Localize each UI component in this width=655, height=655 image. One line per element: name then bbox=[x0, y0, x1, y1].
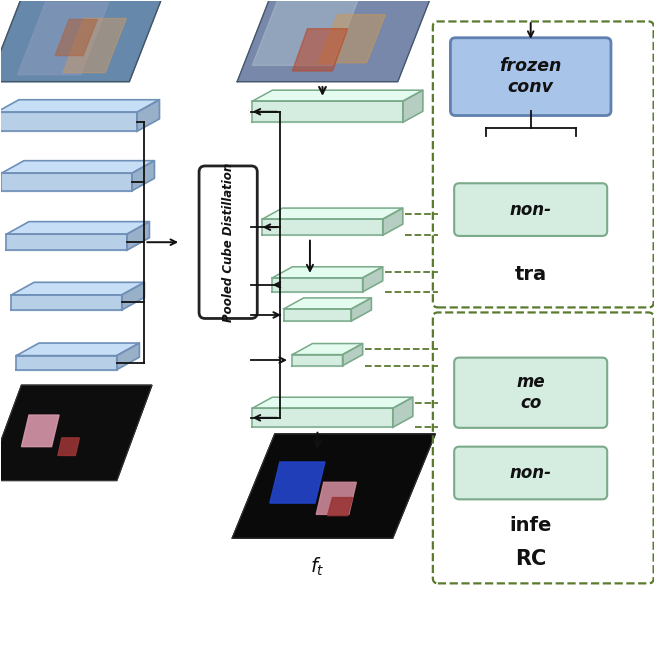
Text: frozen
conv: frozen conv bbox=[500, 57, 562, 96]
Polygon shape bbox=[328, 498, 352, 515]
Polygon shape bbox=[292, 344, 363, 354]
FancyBboxPatch shape bbox=[454, 183, 607, 236]
Polygon shape bbox=[1, 160, 155, 173]
Polygon shape bbox=[127, 221, 149, 250]
Polygon shape bbox=[11, 282, 144, 295]
Polygon shape bbox=[262, 208, 403, 219]
Polygon shape bbox=[252, 0, 359, 66]
Polygon shape bbox=[284, 298, 371, 309]
Polygon shape bbox=[63, 18, 126, 73]
Polygon shape bbox=[363, 267, 383, 292]
Text: RC: RC bbox=[515, 550, 546, 569]
Polygon shape bbox=[403, 90, 423, 122]
Polygon shape bbox=[0, 385, 152, 481]
Polygon shape bbox=[58, 438, 79, 455]
Polygon shape bbox=[7, 221, 149, 234]
Polygon shape bbox=[18, 3, 109, 75]
Polygon shape bbox=[0, 100, 159, 112]
Polygon shape bbox=[351, 298, 371, 321]
Polygon shape bbox=[262, 219, 383, 235]
Polygon shape bbox=[272, 267, 383, 278]
Polygon shape bbox=[0, 0, 164, 82]
Polygon shape bbox=[383, 208, 403, 235]
Polygon shape bbox=[270, 462, 325, 503]
Polygon shape bbox=[393, 397, 413, 427]
Polygon shape bbox=[252, 102, 403, 122]
Polygon shape bbox=[11, 295, 122, 310]
Polygon shape bbox=[117, 343, 140, 369]
Polygon shape bbox=[122, 282, 144, 310]
Polygon shape bbox=[272, 278, 363, 292]
Text: me
co: me co bbox=[516, 373, 545, 412]
Polygon shape bbox=[318, 14, 385, 63]
Polygon shape bbox=[292, 354, 343, 365]
Polygon shape bbox=[232, 434, 436, 538]
Polygon shape bbox=[252, 397, 413, 408]
Polygon shape bbox=[137, 100, 159, 132]
Polygon shape bbox=[252, 408, 393, 427]
FancyBboxPatch shape bbox=[454, 447, 607, 499]
Text: non-: non- bbox=[510, 200, 552, 219]
Polygon shape bbox=[22, 415, 59, 447]
Polygon shape bbox=[7, 234, 127, 250]
FancyBboxPatch shape bbox=[199, 166, 257, 318]
Polygon shape bbox=[343, 344, 363, 365]
Polygon shape bbox=[284, 309, 351, 321]
Polygon shape bbox=[316, 482, 356, 514]
Polygon shape bbox=[1, 173, 132, 191]
Polygon shape bbox=[132, 160, 155, 191]
Text: infe: infe bbox=[510, 516, 552, 535]
Polygon shape bbox=[55, 20, 97, 56]
Polygon shape bbox=[16, 343, 140, 356]
Text: $f_t$: $f_t$ bbox=[310, 556, 325, 578]
Text: Pooled Cube Distillation: Pooled Cube Distillation bbox=[221, 162, 234, 322]
Polygon shape bbox=[237, 0, 436, 82]
Text: non-: non- bbox=[510, 464, 552, 482]
FancyBboxPatch shape bbox=[451, 38, 611, 115]
Text: tra: tra bbox=[515, 265, 547, 284]
Polygon shape bbox=[0, 112, 137, 132]
Polygon shape bbox=[16, 356, 117, 369]
FancyBboxPatch shape bbox=[454, 358, 607, 428]
Polygon shape bbox=[252, 90, 423, 102]
Polygon shape bbox=[292, 29, 348, 71]
